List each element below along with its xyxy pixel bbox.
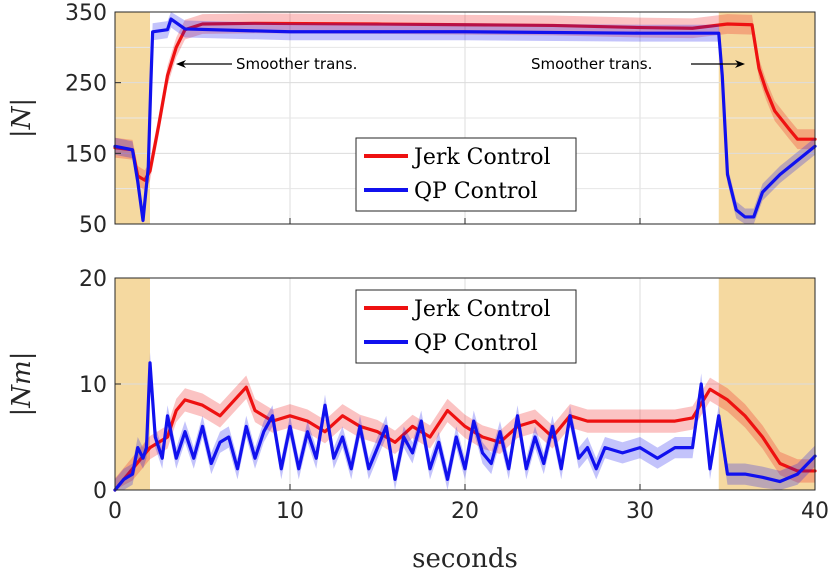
x-axis-label: seconds	[412, 544, 518, 573]
annotation-left: Smoother trans.	[176, 55, 357, 73]
top-ylabel: |N|	[7, 98, 37, 138]
svg-text:Smoother trans.: Smoother trans.	[236, 55, 357, 73]
y-tick-label: 50	[79, 213, 107, 238]
legend-label-qp: QP Control	[414, 331, 538, 356]
legend-label-jerk: Jerk Control	[412, 297, 551, 322]
x-tick-label: 10	[276, 499, 304, 524]
y-tick-label: 10	[79, 373, 107, 398]
x-tick-label: 30	[626, 499, 654, 524]
series-band-jerk	[115, 375, 815, 490]
series-band-qp	[115, 352, 815, 490]
svg-text:Smoother trans.: Smoother trans.	[531, 55, 652, 73]
series-line-qp	[113, 361, 817, 492]
y-tick-label: 350	[65, 1, 107, 26]
x-tick-label: 20	[451, 499, 479, 524]
y-tick-label: 0	[93, 479, 107, 504]
annotation-right: Smoother trans.	[531, 55, 745, 73]
top-legend: Jerk Control QP Control	[355, 137, 577, 212]
y-tick-label: 20	[79, 267, 107, 292]
top-panel: 50 150 250 350 |N| Smoother trans. Smoother…	[7, 1, 817, 238]
series-line-jerk	[113, 385, 817, 492]
arrow-left-icon	[176, 60, 186, 68]
bottom-ylabel: |Nm|	[7, 352, 37, 417]
bottom-legend: Jerk Control QP Control	[355, 289, 577, 364]
bottom-panel: 0 10 20 0 10 20 30 40 |Nm| seconds Jerk Contro…	[7, 267, 829, 573]
arrow-right-icon	[735, 60, 745, 68]
y-tick-label: 250	[65, 72, 107, 97]
y-tick-label: 150	[65, 142, 107, 167]
x-tick-label: 0	[108, 499, 122, 524]
legend-label-qp: QP Control	[414, 179, 538, 204]
x-tick-label: 40	[801, 499, 829, 524]
series-band-qp	[115, 12, 815, 224]
series-line-qp	[113, 17, 817, 223]
legend-label-jerk: Jerk Control	[412, 145, 551, 170]
